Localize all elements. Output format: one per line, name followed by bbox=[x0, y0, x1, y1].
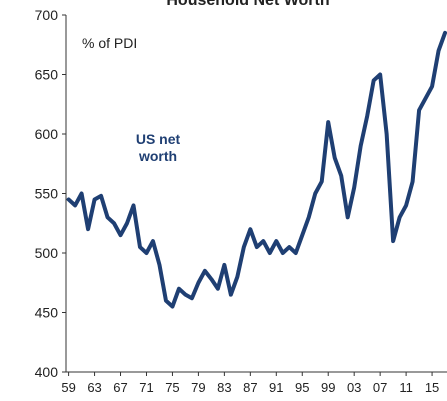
y-tick-label: 500 bbox=[35, 245, 59, 261]
series-label: US net bbox=[136, 131, 181, 147]
x-tick-label: 03 bbox=[347, 380, 361, 395]
y-tick-label: 700 bbox=[35, 7, 59, 23]
annotation: % of PDI bbox=[82, 35, 137, 51]
y-tick-label: 650 bbox=[35, 67, 59, 83]
x-tick-label: 95 bbox=[295, 380, 309, 395]
chart-title: Household Net Worth bbox=[166, 0, 329, 9]
x-tick-label: 63 bbox=[87, 380, 101, 395]
x-tick-label: 67 bbox=[113, 380, 127, 395]
x-tick-label: 71 bbox=[139, 380, 153, 395]
x-tick-label: 79 bbox=[191, 380, 205, 395]
y-tick-label: 400 bbox=[35, 364, 59, 380]
x-tick-label: 11 bbox=[399, 380, 413, 395]
x-tick-label: 15 bbox=[425, 380, 439, 395]
y-tick-label: 450 bbox=[35, 305, 59, 321]
x-tick-label: 83 bbox=[217, 380, 231, 395]
y-tick-label: 600 bbox=[35, 126, 59, 142]
x-tick-label: 59 bbox=[61, 380, 75, 395]
x-tick-label: 91 bbox=[269, 380, 283, 395]
x-tick-label: 75 bbox=[165, 380, 179, 395]
y-tick-label: 550 bbox=[35, 186, 59, 202]
x-tick-label: 07 bbox=[373, 380, 387, 395]
x-tick-label: 99 bbox=[321, 380, 335, 395]
x-tick-label: 87 bbox=[243, 380, 257, 395]
data-line bbox=[66, 30, 447, 309]
series-label: worth bbox=[138, 148, 177, 164]
